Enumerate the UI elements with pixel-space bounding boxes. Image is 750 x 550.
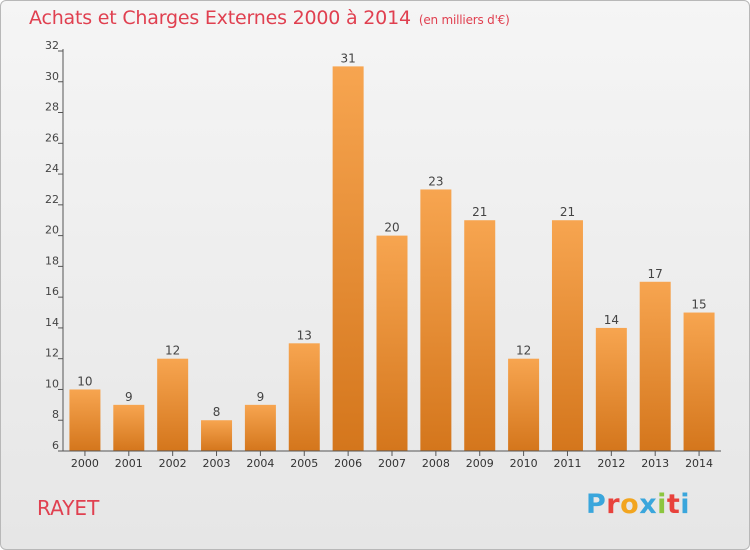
x-tick-label: 2012 [597,457,625,470]
chart-title: Achats et Charges Externes 2000 à 2014 (e… [29,7,510,29]
bar-value-label: 12 [165,344,180,358]
bar-2005 [288,343,320,451]
bar-2004 [244,404,276,451]
y-tick-label: 30 [45,70,59,83]
bar-value-label: 15 [691,298,706,312]
commune-label: RAYET [37,496,100,520]
x-tick-label: 2004 [246,457,274,470]
bar-2007 [376,235,408,451]
x-tick-label: 2007 [378,457,406,470]
y-tick-label: 8 [52,408,59,421]
y-axis: 6 8 10 12 14 16 18 20 22 24 26 28 30 32 [45,39,64,452]
bar-2001 [113,404,145,451]
x-tick-label: 2013 [641,457,669,470]
y-tick-label: 20 [45,224,59,237]
bar-2012 [595,327,627,451]
bar-chart: 6 8 10 12 14 16 18 20 22 24 26 28 30 32 10 9 12 8 9 13 31 20… [45,39,721,470]
x-tick-label: 2006 [334,457,362,470]
y-tick-label: 24 [45,162,59,175]
y-tick-label: 28 [45,101,59,114]
title-text: Achats et Charges Externes 2000 à 2014 [29,7,411,29]
y-tick-label: 6 [52,439,59,452]
y-tick-label: 32 [45,39,59,52]
bar-2011 [551,220,583,451]
x-tick-label: 2011 [553,457,581,470]
brand-letter: o [620,489,640,520]
brand-letter: P [586,489,607,520]
bars-group: 10 9 12 8 9 13 31 20 23 21 12 21 14 17 15 [69,51,715,451]
y-tick-label: 26 [45,131,59,144]
bar-2008 [420,189,452,451]
bar-value-label: 14 [604,313,619,327]
y-tick-label: 12 [45,347,59,360]
brand-letter: i [680,489,691,520]
x-tick-label: 2002 [159,457,187,470]
x-tick-label: 2014 [685,457,713,470]
bar-value-label: 31 [340,51,355,65]
brand-letter: i [657,489,667,520]
bar-value-label: 21 [472,205,487,219]
bar-2014 [683,312,715,451]
x-tick-label: 2009 [466,457,494,470]
bar-value-label: 23 [428,174,443,188]
bar-value-label: 9 [125,390,133,404]
x-tick-label: 2008 [422,457,450,470]
bar-value-label: 21 [560,205,575,219]
y-tick-label: 10 [45,377,59,390]
x-tick-label: 2000 [71,457,99,470]
bar-value-label: 8 [213,405,221,419]
brand-letter: t [666,489,681,520]
y-tick-label: 14 [45,316,59,329]
bar-2010 [508,358,540,451]
bar-2006 [332,66,364,451]
bar-value-label: 12 [516,344,531,358]
brand-letter: r [606,489,621,520]
bar-2002 [157,358,189,451]
bar-value-label: 9 [257,390,265,404]
bar-value-label: 17 [648,267,663,281]
y-tick-label: 22 [45,193,59,206]
x-tick-label: 2001 [115,457,143,470]
x-tick-label: 2010 [510,457,538,470]
bar-value-label: 20 [384,221,399,235]
bar-2013 [639,281,671,451]
bar-value-label: 10 [77,374,92,388]
proxiti-logo[interactable]: Proxiti [586,489,690,520]
bar-2000 [69,389,101,451]
bar-2003 [201,420,233,451]
bar-2009 [464,220,496,451]
y-tick-label: 16 [45,285,59,298]
x-tick-label: 2005 [290,457,318,470]
brand-letter: x [639,489,658,520]
y-tick-label: 18 [45,254,59,267]
bar-value-label: 13 [297,328,312,342]
x-tick-label: 2003 [203,457,231,470]
x-axis: 2000 2001 2002 2003 2004 2005 2006 2007 2008 2009… [63,450,721,470]
title-unit: (en milliers d'€) [418,13,510,27]
